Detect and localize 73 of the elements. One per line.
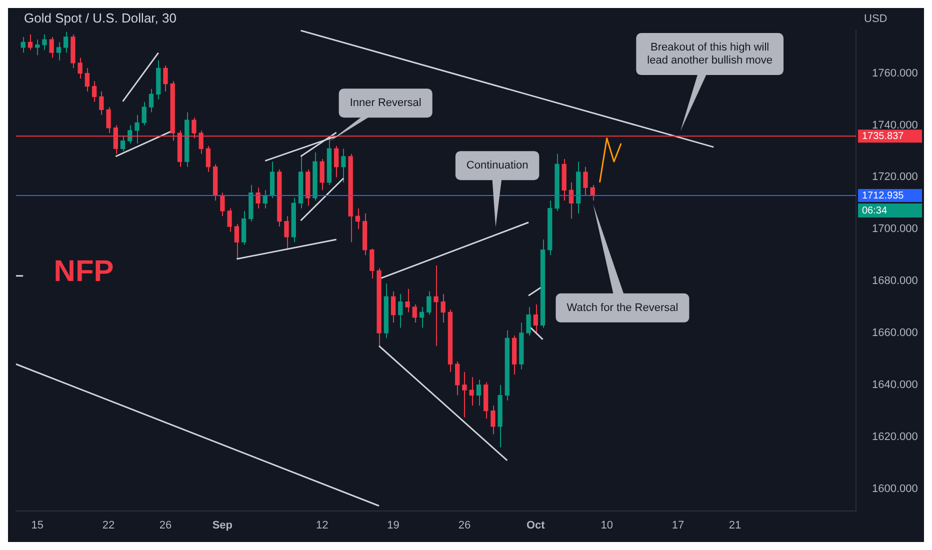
candlestick — [234, 223, 240, 260]
candlestick — [220, 192, 225, 217]
candlestick — [334, 146, 339, 178]
candlestick — [398, 294, 403, 328]
y-tick-label: 1640.000 — [872, 378, 918, 391]
candlestick — [341, 148, 346, 183]
candlestick — [49, 36, 54, 58]
candlestick — [227, 208, 232, 232]
annotation: Continuation — [466, 159, 528, 172]
candlestick — [134, 114, 140, 144]
x-tick-label: 15 — [31, 519, 44, 532]
x-tick-label: 21 — [728, 519, 742, 532]
candlestick — [142, 101, 146, 126]
x-tick-label: 19 — [387, 519, 400, 532]
y-tick-label: 1760.000 — [872, 67, 918, 80]
candlestick — [434, 264, 438, 346]
candlestick — [533, 304, 538, 334]
candlestick — [148, 88, 154, 113]
candlestick — [163, 65, 168, 92]
x-tick-label: Oct — [526, 519, 546, 532]
candlestick — [99, 91, 104, 116]
annotation: Watch for the Reversal — [566, 302, 678, 314]
candlestick — [583, 166, 588, 196]
x-tick-label: 12 — [316, 519, 328, 532]
candlestick — [390, 290, 396, 324]
candlestick — [405, 288, 410, 313]
candlestick — [106, 106, 111, 134]
candlestick — [440, 294, 446, 324]
ref-line-label: 1712.935 — [862, 190, 904, 202]
candlestick — [28, 34, 33, 50]
y-axis-title: USD — [864, 13, 888, 26]
ref-line-label: 1735.837 — [862, 130, 904, 142]
annotation: Inner Reversal — [350, 96, 422, 109]
candlestick — [64, 31, 68, 54]
x-tick-label: Sep — [212, 519, 233, 532]
y-tick-label: 1720.000 — [872, 171, 918, 184]
candlestick — [455, 361, 460, 396]
candlestick — [412, 304, 417, 324]
x-tick-label: 10 — [600, 519, 613, 532]
candlestick — [320, 158, 324, 191]
y-tick-label: 1600.000 — [872, 482, 918, 495]
candlestick — [490, 405, 496, 435]
chart-title: Gold Spot / U.S. Dollar, 30 — [24, 10, 176, 26]
annotation: NFP — [54, 255, 114, 288]
candlestick — [78, 57, 82, 80]
candlestick — [206, 146, 211, 173]
candlestick — [92, 80, 97, 102]
candlestick — [284, 216, 289, 250]
annotation: Breakout of this high will lead another bullish move — [647, 41, 773, 66]
candlestick — [42, 34, 47, 50]
candlestick — [469, 376, 474, 406]
candlestick — [120, 135, 126, 152]
candlestick — [426, 290, 432, 316]
candlestick — [476, 379, 482, 406]
x-tick-label: 26 — [159, 519, 172, 532]
y-tick-label: 1620.000 — [872, 430, 918, 443]
candlestick — [84, 68, 90, 92]
y-tick-label: 1660.000 — [872, 327, 918, 339]
x-tick-label: 17 — [672, 519, 684, 532]
y-tick-label: 1700.000 — [872, 223, 918, 236]
candlestick — [256, 187, 260, 209]
y-tick-label: 1680.000 — [872, 275, 918, 288]
y-tick-label: 1740.000 — [872, 119, 918, 132]
x-tick-label: 22 — [102, 519, 115, 532]
x-tick-label: 26 — [458, 519, 471, 532]
candlestick — [370, 248, 374, 279]
candlestick — [526, 306, 531, 336]
candlestick — [56, 42, 62, 61]
candlestick — [419, 306, 424, 328]
text: 06:34 — [862, 205, 888, 216]
candlestick — [462, 371, 467, 418]
candlestick — [355, 208, 360, 230]
candlestick — [20, 36, 26, 54]
